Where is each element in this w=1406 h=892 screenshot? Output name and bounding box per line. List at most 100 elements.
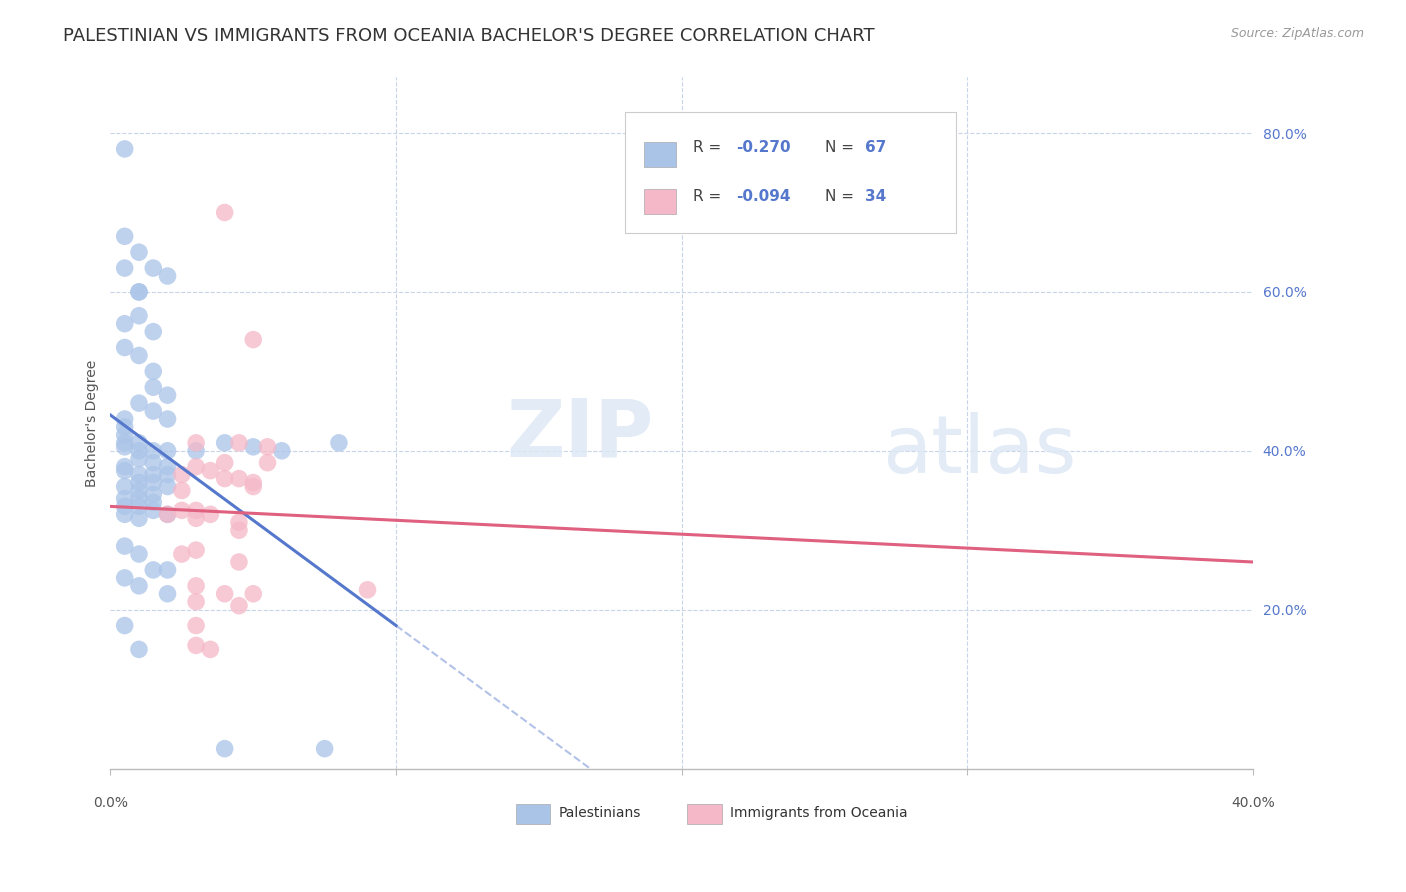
Point: [228, 555, 250, 569]
Point: [156, 479, 179, 493]
FancyBboxPatch shape: [624, 112, 956, 233]
Point: [128, 511, 150, 525]
Point: [214, 205, 236, 219]
Point: [184, 459, 207, 474]
Point: [128, 349, 150, 363]
Point: [228, 516, 250, 530]
Point: [184, 595, 207, 609]
Point: [270, 443, 292, 458]
Point: [114, 261, 136, 276]
FancyBboxPatch shape: [644, 189, 676, 214]
Point: [184, 443, 207, 458]
Point: [114, 464, 136, 478]
Point: [128, 500, 150, 514]
Point: [170, 547, 193, 561]
Point: [242, 475, 264, 490]
Text: ZIP: ZIP: [506, 396, 654, 474]
Point: [142, 443, 165, 458]
Point: [128, 483, 150, 498]
Point: [170, 483, 193, 498]
Point: [114, 428, 136, 442]
Point: [114, 317, 136, 331]
Point: [114, 459, 136, 474]
Point: [184, 618, 207, 632]
Point: [114, 229, 136, 244]
Point: [142, 475, 165, 490]
Point: [214, 456, 236, 470]
Y-axis label: Bachelor's Degree: Bachelor's Degree: [86, 359, 100, 487]
Text: R =: R =: [693, 140, 727, 155]
Point: [128, 491, 150, 506]
Point: [156, 508, 179, 522]
Point: [184, 579, 207, 593]
Point: [128, 579, 150, 593]
Point: [142, 404, 165, 418]
Point: [114, 539, 136, 553]
Point: [128, 451, 150, 466]
Point: [114, 618, 136, 632]
Point: [228, 599, 250, 613]
Point: [214, 741, 236, 756]
Point: [156, 388, 179, 402]
Point: [114, 440, 136, 454]
Point: [200, 642, 222, 657]
Point: [356, 582, 378, 597]
Point: [128, 396, 150, 410]
Point: [228, 472, 250, 486]
Point: [142, 456, 165, 470]
Text: R =: R =: [693, 189, 727, 203]
Point: [114, 571, 136, 585]
Point: [142, 325, 165, 339]
Point: [128, 547, 150, 561]
Text: -0.094: -0.094: [737, 189, 792, 203]
Point: [114, 341, 136, 355]
Point: [114, 435, 136, 450]
Text: Palestinians: Palestinians: [558, 806, 641, 821]
Point: [142, 487, 165, 501]
Point: [114, 142, 136, 156]
Text: Source: ZipAtlas.com: Source: ZipAtlas.com: [1230, 27, 1364, 40]
Point: [128, 435, 150, 450]
Point: [170, 467, 193, 482]
Point: [128, 443, 150, 458]
Point: [228, 523, 250, 537]
Point: [214, 472, 236, 486]
Point: [214, 435, 236, 450]
Point: [128, 285, 150, 299]
Point: [200, 508, 222, 522]
Point: [184, 639, 207, 653]
Point: [242, 440, 264, 454]
FancyBboxPatch shape: [516, 805, 550, 824]
FancyBboxPatch shape: [644, 142, 676, 168]
Point: [228, 435, 250, 450]
Text: 40.0%: 40.0%: [1232, 797, 1275, 810]
Point: [156, 467, 179, 482]
Point: [256, 440, 278, 454]
Point: [184, 511, 207, 525]
FancyBboxPatch shape: [688, 805, 721, 824]
Point: [156, 459, 179, 474]
Point: [128, 245, 150, 260]
Text: PALESTINIAN VS IMMIGRANTS FROM OCEANIA BACHELOR'S DEGREE CORRELATION CHART: PALESTINIAN VS IMMIGRANTS FROM OCEANIA B…: [63, 27, 875, 45]
Point: [242, 333, 264, 347]
Point: [184, 435, 207, 450]
Point: [184, 543, 207, 558]
Point: [114, 479, 136, 493]
Text: 0.0%: 0.0%: [93, 797, 128, 810]
Point: [128, 475, 150, 490]
Point: [200, 464, 222, 478]
Point: [114, 491, 136, 506]
Point: [142, 380, 165, 394]
Point: [142, 467, 165, 482]
Point: [214, 587, 236, 601]
Text: N =: N =: [824, 189, 859, 203]
Point: [142, 364, 165, 378]
Point: [242, 479, 264, 493]
Point: [142, 495, 165, 509]
Text: 34: 34: [865, 189, 886, 203]
Point: [242, 587, 264, 601]
Point: [256, 456, 278, 470]
Text: atlas: atlas: [882, 412, 1076, 490]
Text: -0.270: -0.270: [737, 140, 792, 155]
Point: [128, 467, 150, 482]
